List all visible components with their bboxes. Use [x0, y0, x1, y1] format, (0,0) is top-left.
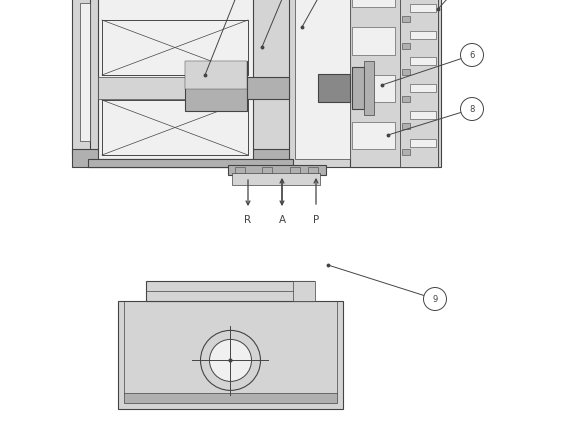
Bar [228, 165, 326, 175]
Bar [402, 123, 410, 129]
Circle shape [461, 97, 483, 121]
Bar [88, 0, 293, 167]
Bar [410, 57, 436, 65]
Bar [410, 139, 436, 147]
Bar [146, 281, 314, 301]
Bar [402, 69, 410, 75]
Bar [185, 61, 247, 111]
Bar [102, 100, 248, 155]
Bar [402, 43, 410, 49]
Bar [364, 61, 374, 115]
Polygon shape [352, 75, 395, 102]
Bar [410, 111, 436, 119]
Circle shape [201, 330, 261, 390]
Bar [118, 301, 343, 409]
Bar [102, 20, 248, 75]
Text: 8: 8 [469, 104, 475, 114]
Bar [88, 159, 293, 167]
Bar [410, 4, 436, 12]
Bar [102, 20, 248, 75]
Bar [410, 31, 436, 39]
Bar [350, 0, 438, 167]
Bar [402, 96, 410, 102]
Polygon shape [352, 0, 395, 7]
Bar [400, 0, 438, 167]
Bar [295, 0, 350, 159]
Bar [232, 173, 320, 185]
Text: 9: 9 [433, 295, 438, 304]
Text: R: R [244, 215, 251, 225]
Bar [262, 167, 272, 173]
Bar [72, 149, 292, 167]
Circle shape [423, 288, 447, 311]
Circle shape [461, 44, 483, 66]
Polygon shape [352, 27, 395, 55]
Bar [124, 393, 337, 403]
Bar [72, 0, 90, 155]
Bar [402, 149, 410, 155]
Bar [185, 61, 247, 89]
Bar [289, 0, 441, 167]
Bar [290, 167, 300, 173]
Bar [410, 84, 436, 92]
Polygon shape [352, 122, 395, 149]
Bar [247, 77, 289, 99]
Circle shape [209, 340, 251, 382]
Bar [402, 16, 410, 22]
Bar [308, 167, 318, 173]
Bar [80, 3, 90, 141]
Bar [293, 281, 315, 301]
Bar [98, 77, 253, 99]
Text: P: P [313, 215, 319, 225]
Bar [102, 100, 248, 155]
Bar [235, 167, 245, 173]
Bar [318, 74, 350, 102]
Text: A: A [279, 215, 286, 225]
Bar [98, 0, 253, 159]
Text: 6: 6 [469, 51, 475, 59]
Bar [352, 67, 364, 109]
